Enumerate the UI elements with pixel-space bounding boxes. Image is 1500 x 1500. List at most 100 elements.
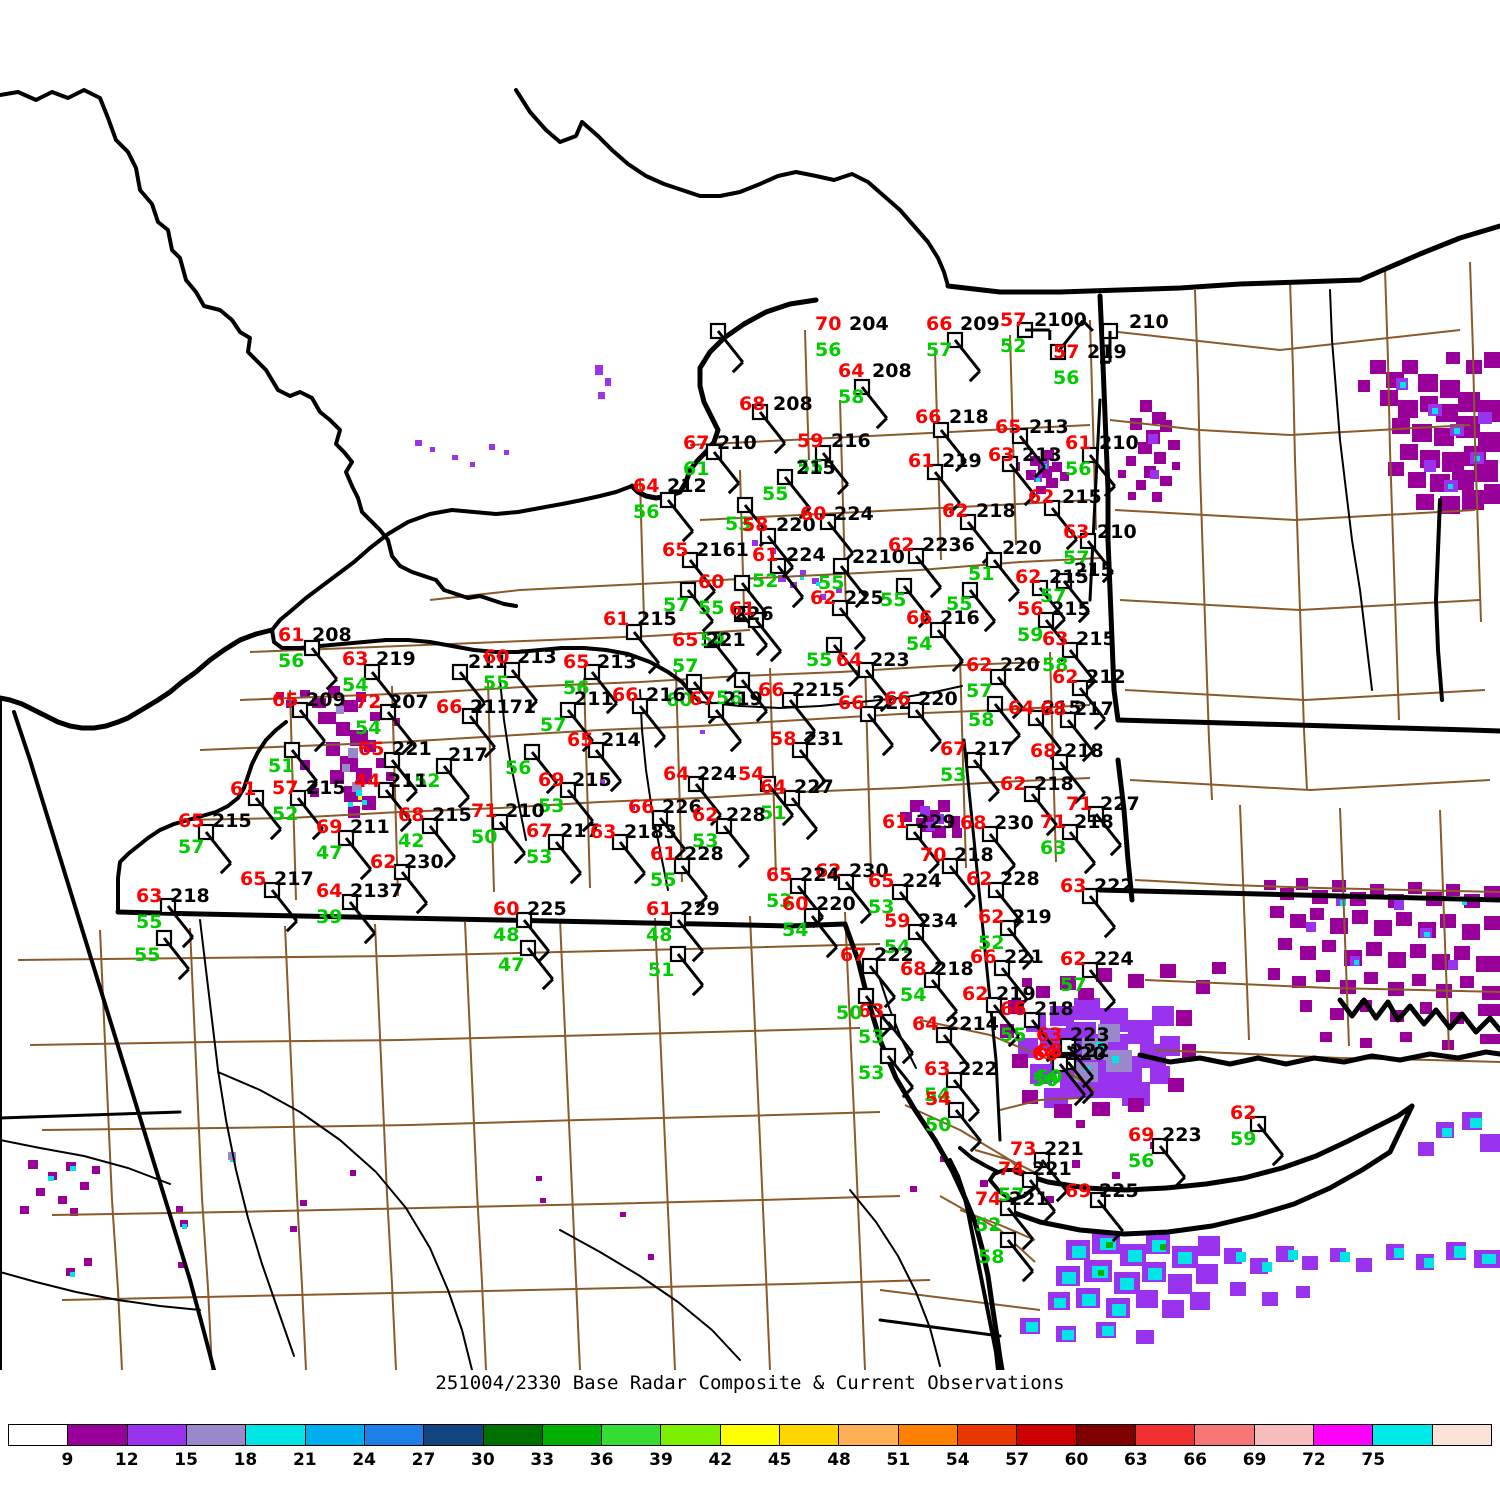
wind-barb-flag	[1033, 466, 1046, 479]
station-pressure: 215	[1049, 566, 1089, 588]
station-temperature: 57	[1000, 309, 1027, 331]
station-pressure: 2137	[350, 880, 403, 902]
station-dewpoint: 52	[272, 803, 299, 825]
station-pressure: 221	[392, 738, 432, 760]
colorbar-tick: 9	[61, 1450, 74, 1470]
station-dewpoint: 50	[1036, 1066, 1063, 1088]
station-dewpoint: 56	[1065, 458, 1092, 480]
wind-barb	[204, 831, 232, 865]
wind-barb	[1066, 719, 1094, 753]
station-temperature: 64	[633, 475, 660, 497]
station-pressure: 224	[902, 870, 942, 892]
station-dewpoint: 52	[752, 570, 779, 592]
wind-barb-flag	[363, 932, 376, 945]
colorbar-tick: 48	[827, 1450, 851, 1470]
station-pressure: 224	[786, 544, 826, 566]
station-temperature: 68	[1040, 698, 1067, 720]
station-dewpoint: 57	[998, 1184, 1025, 1206]
station-pressure: 215	[432, 804, 472, 826]
wind-barb-flag	[285, 920, 298, 933]
map-canvas[interactable]: 70 56 204 64 58 208 66 57 209 57 52 2100 57 56 219 210 6…	[0, 0, 1500, 1370]
wind-barb-flag	[881, 744, 894, 757]
wind-barb	[714, 709, 742, 743]
station-pressure: 222	[874, 944, 914, 966]
station-temperature: 63	[1060, 875, 1087, 897]
station-dewpoint: 56	[563, 677, 590, 699]
colorbar-band-2	[126, 1425, 186, 1445]
wind-barb	[902, 585, 930, 619]
station-dewpoint: 57	[540, 714, 567, 736]
wind-barb	[933, 471, 961, 505]
station-pressure: 228	[726, 804, 766, 826]
wind-barb-flag	[1081, 1076, 1094, 1089]
station-dewpoint: 56	[278, 650, 305, 672]
wind-barb	[776, 565, 804, 599]
station-temperature: 63	[1042, 628, 1069, 650]
wind-barb	[442, 765, 470, 799]
wind-barb-flag	[963, 896, 976, 909]
station-pressure: 217	[560, 820, 600, 842]
wind-barb	[1078, 687, 1106, 721]
wind-barb-flag	[399, 820, 412, 833]
station-temperature: 68	[1030, 740, 1057, 762]
station-temperature: 63	[1063, 521, 1090, 543]
station-pressure: 211	[468, 651, 508, 673]
colorbar-band-17	[1016, 1425, 1076, 1445]
station-dewpoint: 55	[818, 572, 845, 594]
wind-barb-flag	[525, 700, 538, 713]
station-pressure: 2183	[624, 821, 677, 843]
station-pressure: 222	[958, 1058, 998, 1080]
station-temperature: 61	[603, 608, 630, 630]
station-dewpoint: 47	[498, 954, 525, 976]
wind-barb	[1088, 895, 1116, 929]
wind-barb-flag	[1173, 1176, 1186, 1189]
wind-barb	[992, 559, 1020, 593]
wind-barb-flag	[1007, 1035, 1020, 1048]
wind-barb	[1028, 1179, 1056, 1213]
station-pressure: 21171	[470, 696, 537, 718]
station-dewpoint: 58	[978, 1246, 1005, 1268]
station-pressure: 219	[1087, 341, 1127, 363]
wind-barb-flag	[755, 710, 768, 723]
wind-barb-flag	[1023, 494, 1036, 507]
station-pressure: 210	[1129, 311, 1169, 333]
station-pressure: 215	[1062, 486, 1102, 508]
station-temperature: 57	[1053, 341, 1080, 363]
wind-barb-flag	[731, 361, 744, 374]
station-temperature: 66	[884, 688, 911, 710]
wind-barb	[939, 429, 967, 463]
station-pressure: 218	[976, 500, 1016, 522]
station-temperature: 68	[398, 804, 425, 826]
wind-barb	[1000, 967, 1028, 1001]
station-pressure: 208	[773, 393, 813, 415]
station-pressure: 216	[940, 607, 980, 629]
wind-barb-flag	[1011, 707, 1024, 720]
station-pressure: 213	[597, 651, 637, 673]
wind-barb-flag	[1021, 1270, 1034, 1283]
station-dewpoint: 50	[471, 826, 498, 848]
wind-barb	[344, 837, 372, 871]
wind-barb-flag	[951, 660, 964, 673]
wind-barb	[468, 715, 496, 749]
station-dewpoint: 53	[766, 890, 793, 912]
wind-barb	[390, 759, 418, 793]
station-temperature: 68	[1036, 1040, 1063, 1062]
colorbar-tick: 18	[233, 1450, 258, 1470]
wind-barb-flag	[609, 780, 622, 793]
station-pressure: 215	[637, 608, 677, 630]
station-dewpoint: 53	[858, 1062, 885, 1084]
station-temperature: 65	[358, 738, 385, 760]
wind-barb	[992, 1004, 1020, 1038]
wind-barb-flag	[483, 746, 496, 759]
station-temperature: 69	[1065, 1180, 1092, 1202]
station-pressure: 219	[376, 648, 416, 670]
station-dewpoint: 56	[633, 501, 660, 523]
wind-barb	[1030, 1019, 1058, 1053]
wind-barb	[740, 582, 768, 616]
station-temperature: 60	[800, 503, 827, 525]
wind-barb-flag	[605, 702, 618, 715]
station-dewpoint: 39	[316, 906, 343, 928]
station-temperature: 62	[978, 906, 1005, 928]
wind-barb	[1158, 1145, 1186, 1179]
station-temperature: 71	[1040, 811, 1067, 833]
